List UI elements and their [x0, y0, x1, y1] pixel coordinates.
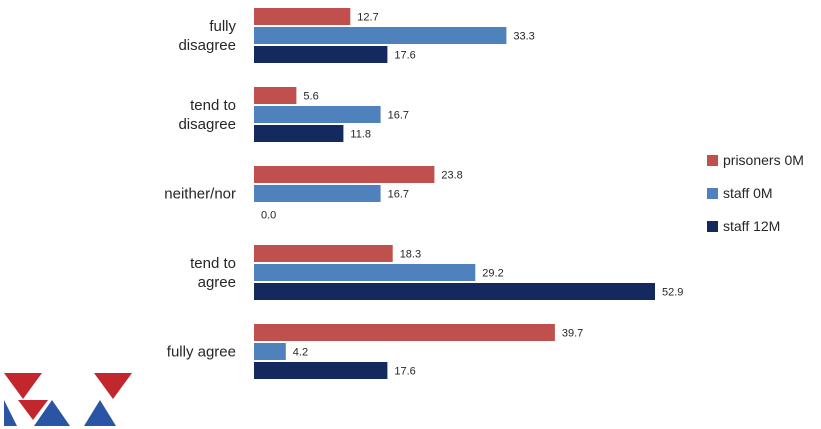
bar-neither-nor-prisoners-0m: [254, 166, 435, 183]
data-label-neither-nor-prisoners-0m: 23.8: [441, 170, 462, 182]
legend-swatch-staff-12m: [707, 221, 718, 232]
data-label-fully-disagree-staff-12m: 17.6: [394, 50, 415, 62]
bar-fully-disagree-prisoners-0m: [254, 8, 351, 25]
data-label-neither-nor-staff-0m: 16.7: [388, 189, 409, 201]
data-label-tend-to-disagree-prisoners-0m: 5.6: [303, 91, 318, 103]
bar-neither-nor-staff-0m: [254, 185, 381, 202]
logo-red-triangle-small: [18, 400, 48, 420]
logo-blue-triangle-right: [84, 400, 116, 426]
data-label-tend-to-disagree-staff-0m: 16.7: [388, 110, 409, 122]
bar-fully-disagree-staff-0m: [254, 27, 507, 44]
bar-tend-to-disagree-staff-12m: [254, 125, 344, 142]
data-label-tend-to-disagree-staff-12m: 11.8: [350, 129, 371, 141]
category-label-fully-agree: fully agree: [167, 344, 236, 361]
bar-fully-agree-prisoners-0m: [254, 324, 555, 341]
category-label-neither-nor: neither/nor: [164, 186, 236, 203]
plot-area: 12.7 33.3 17.6 5.6 16.7 11.8 23.8 16.7 0.0 18.3 29…: [254, 8, 683, 379]
triangles-logo-icon: [4, 373, 132, 426]
bar-fully-agree-staff-0m: [254, 343, 286, 360]
data-label-tend-to-agree-prisoners-0m: 18.3: [400, 249, 421, 261]
data-label-fully-agree-staff-12m: 17.6: [394, 366, 415, 378]
category-label-fully-disagree: fully disagree: [178, 18, 236, 54]
data-label-neither-nor-staff-12m: 0.0: [261, 210, 276, 222]
bar-tend-to-disagree-staff-0m: [254, 106, 381, 123]
category-labels: fully disagree tend to disagree neither/nor t…: [164, 18, 236, 361]
legend-label-staff-12m: staff 12M: [723, 218, 780, 234]
bar-fully-disagree-staff-12m: [254, 46, 388, 63]
legend: prisoners 0M staff 0M staff 12M: [707, 152, 804, 234]
legend-label-staff-0m: staff 0M: [723, 185, 773, 201]
bar-tend-to-disagree-prisoners-0m: [254, 87, 297, 104]
bar-fully-agree-staff-12m: [254, 362, 388, 379]
bar-tend-to-agree-staff-12m: [254, 283, 655, 300]
category-label-tend-to-disagree: tend to disagree: [178, 97, 236, 133]
bar-tend-to-agree-staff-0m: [254, 264, 476, 281]
data-label-fully-disagree-staff-0m: 33.3: [513, 31, 534, 43]
bar-tend-to-agree-prisoners-0m: [254, 245, 393, 262]
legend-swatch-prisoners-0m: [707, 155, 718, 166]
data-label-fully-agree-prisoners-0m: 39.7: [562, 328, 583, 340]
data-label-tend-to-agree-staff-12m: 52.9: [662, 287, 683, 299]
data-label-fully-agree-staff-0m: 4.2: [293, 347, 308, 359]
category-label-tend-to-agree: tend to agree: [190, 255, 236, 291]
logo-blue-triangle-left: [4, 400, 17, 426]
data-label-fully-disagree-prisoners-0m: 12.7: [357, 12, 378, 24]
legend-swatch-staff-0m: [707, 188, 718, 199]
logo-blue-triangle-center: [34, 400, 70, 426]
legend-label-prisoners-0m: prisoners 0M: [723, 152, 804, 168]
logo-red-triangle-left: [4, 373, 42, 399]
logo-red-triangle-right: [94, 373, 132, 399]
data-label-tend-to-agree-staff-0m: 29.2: [482, 268, 503, 280]
